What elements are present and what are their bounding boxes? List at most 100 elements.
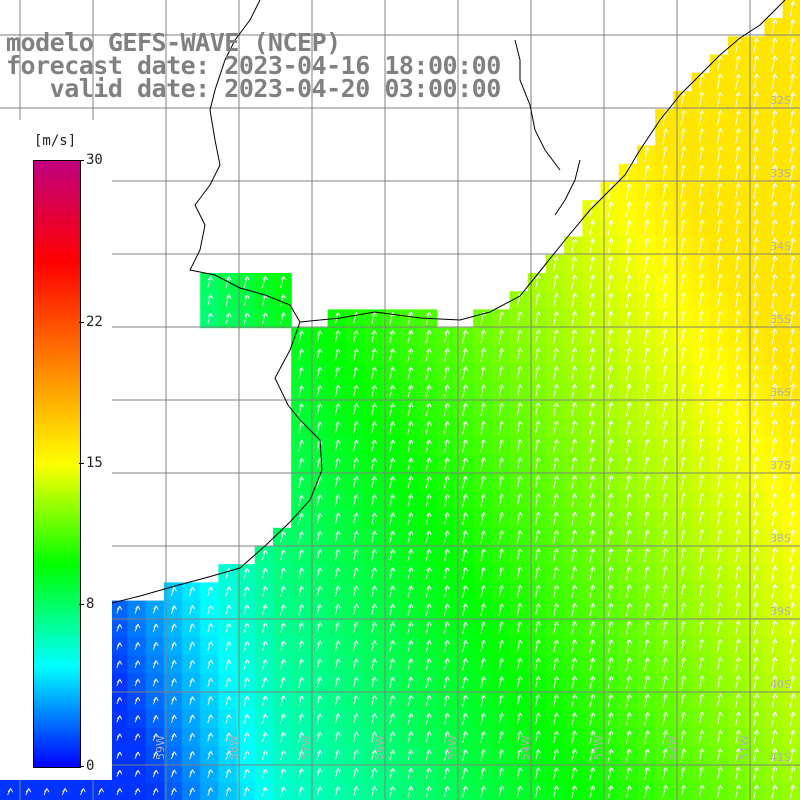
wind-arrow: [571, 311, 578, 326]
wind-arrow: [462, 694, 468, 707]
wind-arrow: [625, 602, 632, 617]
wind-arrow: [207, 586, 214, 597]
wind-arrow: [261, 549, 268, 561]
wind-arrow: [698, 620, 705, 635]
wind-arrow: [771, 784, 778, 799]
wind-arrow: [534, 475, 541, 489]
wind-arrow: [243, 604, 250, 615]
wind-arrow: [716, 620, 723, 635]
wind-arrow: [389, 457, 396, 471]
wind-arrow: [771, 310, 778, 327]
wind-arrow: [352, 530, 359, 543]
wind-arrow: [407, 311, 414, 325]
wind-arrow: [716, 766, 723, 781]
wind-arrow: [516, 621, 523, 635]
wind-arrow: [771, 255, 778, 272]
wind-arrow: [571, 603, 578, 617]
wind-arrow: [571, 566, 578, 580]
wind-arrow: [498, 439, 505, 453]
wind-arrow: [735, 492, 741, 508]
wind-arrow: [316, 731, 323, 743]
wind-arrow: [789, 310, 796, 327]
wind-arrow: [407, 621, 414, 634]
wind-arrow: [698, 784, 705, 799]
wind-arrow: [407, 767, 414, 779]
wind-arrow: [789, 73, 796, 90]
wind-arrow: [571, 657, 578, 671]
wind-arrow: [25, 788, 32, 796]
wind-arrow: [480, 512, 487, 526]
wind-arrow: [662, 511, 669, 526]
wind-arrow: [407, 567, 414, 580]
wind-arrow: [753, 346, 760, 363]
wind-arrow: [680, 456, 687, 472]
wind-arrow: [753, 128, 760, 145]
wind-arrow: [753, 511, 760, 527]
wind-arrow: [298, 549, 305, 561]
wind-arrow: [480, 621, 487, 634]
wind-arrow: [589, 292, 596, 308]
wind-arrow: [280, 275, 286, 289]
wind-arrow: [389, 512, 396, 525]
wind-arrow: [334, 713, 341, 725]
wind-arrow: [607, 621, 614, 635]
wind-arrow: [607, 767, 614, 780]
wind-arrow: [516, 694, 523, 707]
wind-arrow: [771, 73, 778, 90]
wind-arrow: [298, 585, 305, 597]
wind-arrow: [553, 767, 559, 780]
wind-arrow: [662, 657, 669, 672]
colorbar-tick-mark: [79, 463, 84, 464]
wind-arrow: [680, 328, 687, 345]
wind-arrow: [407, 512, 414, 525]
wind-arrow: [625, 256, 632, 272]
wind-arrow: [753, 255, 760, 272]
wind-arrow: [280, 677, 286, 688]
wind-arrow: [189, 787, 195, 796]
wind-arrow: [189, 769, 195, 778]
wind-arrow: [425, 767, 432, 780]
wind-arrow: [407, 585, 414, 598]
wind-arrow: [534, 439, 541, 453]
wind-arrow: [352, 768, 359, 779]
wind-arrow: [735, 201, 741, 218]
wind-arrow: [698, 401, 705, 417]
wind-arrow: [771, 292, 778, 309]
wind-arrow: [425, 621, 432, 634]
wind-arrow: [789, 401, 796, 418]
wind-arrow: [753, 73, 760, 90]
wind-arrow: [498, 585, 505, 598]
wind-arrow: [753, 164, 760, 181]
wind-arrow: [280, 604, 286, 616]
wind-arrow: [753, 620, 760, 636]
wind-arrow: [280, 786, 286, 797]
wind-arrow: [152, 642, 159, 651]
latitude-label: 37S: [770, 459, 791, 472]
wind-arrow: [498, 329, 505, 344]
wind-arrow: [352, 676, 359, 688]
wind-arrow: [534, 493, 541, 508]
wind-arrow: [389, 403, 396, 416]
wind-arrow: [735, 383, 741, 399]
wind-arrow: [480, 548, 487, 562]
wind-arrow: [462, 512, 468, 525]
wind-arrow: [771, 474, 778, 490]
wind-arrow: [207, 732, 214, 742]
wind-arrow: [516, 384, 523, 399]
wind-arrow: [571, 621, 578, 635]
wind-arrow: [534, 639, 541, 653]
wind-arrow: [789, 419, 796, 436]
wind-arrow: [243, 568, 250, 579]
wind-arrow: [170, 769, 177, 778]
wind-arrow: [407, 786, 414, 798]
wind-arrow: [389, 603, 396, 616]
wind-arrow: [243, 714, 250, 724]
wind-arrow: [316, 403, 323, 416]
wind-arrow: [553, 785, 559, 798]
wind-arrow: [625, 310, 632, 326]
lagoon-outline: [514, 39, 581, 216]
wind-arrow: [243, 768, 250, 779]
wind-arrow: [571, 292, 578, 308]
wind-arrow: [425, 439, 432, 453]
wind-arrow: [662, 274, 669, 290]
